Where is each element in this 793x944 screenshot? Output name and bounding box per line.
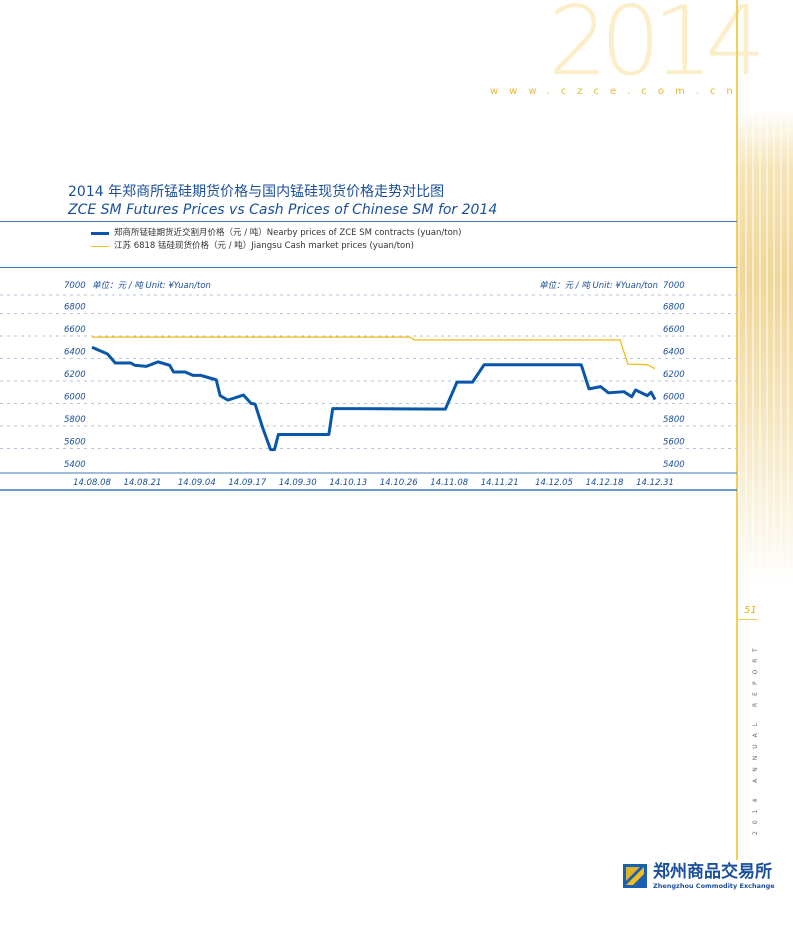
margin-divider bbox=[736, 0, 738, 860]
chart-title-en: ZCE SM Futures Prices vs Cash Prices of … bbox=[68, 202, 498, 218]
czce-logo: 郑州商品交易所 Zhengzhou Commodity Exchange bbox=[623, 862, 775, 890]
page-number-rule bbox=[736, 619, 758, 620]
annual-report-label: 2014 ANNUAL REPORT bbox=[752, 641, 759, 835]
series-line-futures bbox=[91, 345, 657, 452]
page-number: 51 bbox=[744, 605, 757, 616]
series-line-cash bbox=[92, 336, 656, 370]
y-tick-label-right: 6000 bbox=[663, 393, 685, 403]
x-tick-label: 14.09.30 bbox=[279, 478, 317, 488]
y-tick-label-left: 6800 bbox=[64, 303, 86, 313]
y-tick-label-left: 5600 bbox=[64, 438, 86, 448]
y-tick-label-left: 6400 bbox=[64, 348, 86, 358]
x-tick-label: 14.09.04 bbox=[178, 478, 216, 488]
x-tick-label: 14.09.17 bbox=[228, 478, 266, 488]
line-chart: 单位：元 / 吨 Unit: ¥Yuan/ton 单位：元 / 吨 Unit: … bbox=[0, 280, 737, 491]
chart-top-rule bbox=[0, 267, 737, 268]
x-tick-label: 14.11.08 bbox=[430, 478, 468, 488]
unit-label-right: 单位：元 / 吨 Unit: ¥Yuan/ton bbox=[539, 280, 658, 291]
x-tick-label: 14.08.08 bbox=[73, 478, 111, 488]
czce-logo-icon bbox=[623, 864, 647, 888]
x-tick-label: 14.12.05 bbox=[535, 478, 573, 488]
website-url[interactable]: www.czce.com.cn bbox=[490, 86, 744, 97]
y-tick-label-left: 6000 bbox=[64, 393, 86, 403]
legend-swatch-blue bbox=[91, 232, 109, 235]
logo-text-en: Zhengzhou Commodity Exchange bbox=[653, 882, 775, 890]
legend-label: 江苏 6818 锰硅现货价格（元 / 吨）Jiangsu Cash market… bbox=[114, 241, 414, 251]
x-tick-label: 14.08.21 bbox=[124, 478, 162, 488]
y-tick-label-right: 6400 bbox=[663, 348, 685, 358]
x-tick-label: 14.12.31 bbox=[636, 478, 674, 488]
x-tick-label: 14.11.21 bbox=[481, 478, 519, 488]
unit-label-left: 单位：元 / 吨 Unit: ¥Yuan/ton bbox=[92, 280, 211, 291]
logo-text-cn: 郑州商品交易所 bbox=[653, 862, 772, 882]
y-tick-label-left: 5800 bbox=[64, 415, 86, 425]
y-tick-label-right: 6200 bbox=[663, 370, 685, 380]
y-tick-label-right: 5400 bbox=[663, 460, 685, 470]
building-image bbox=[738, 110, 793, 585]
y-tick-label-left: 6600 bbox=[64, 325, 86, 335]
title-rule bbox=[0, 221, 737, 222]
legend-label: 郑商所锰硅期货近交割月价格（元 / 吨）Nearby prices of ZCE… bbox=[114, 228, 462, 238]
legend-item-futures: 郑商所锰硅期货近交割月价格（元 / 吨）Nearby prices of ZCE… bbox=[91, 228, 462, 239]
legend-swatch-yellow bbox=[91, 246, 109, 247]
y-tick-label-left: 7000 bbox=[64, 281, 86, 291]
year-watermark: 2014 bbox=[548, 0, 766, 97]
y-tick-label-left: 5400 bbox=[64, 460, 86, 470]
x-tick-label: 14.12.18 bbox=[586, 478, 624, 488]
y-tick-label-right: 7000 bbox=[663, 281, 685, 291]
y-tick-label-right: 6600 bbox=[663, 325, 685, 335]
y-tick-label-right: 5600 bbox=[663, 438, 685, 448]
y-tick-label-right: 6800 bbox=[663, 303, 685, 313]
y-tick-label-right: 5800 bbox=[663, 415, 685, 425]
y-tick-label-left: 6200 bbox=[64, 370, 86, 380]
legend-item-cash: 江苏 6818 锰硅现货价格（元 / 吨）Jiangsu Cash market… bbox=[91, 241, 414, 252]
chart-title-cn: 2014 年郑商所锰硅期货价格与国内锰硅现货价格走势对比图 bbox=[68, 184, 445, 200]
x-tick-label: 14.10.13 bbox=[329, 478, 367, 488]
x-tick-label: 14.10.26 bbox=[380, 478, 418, 488]
